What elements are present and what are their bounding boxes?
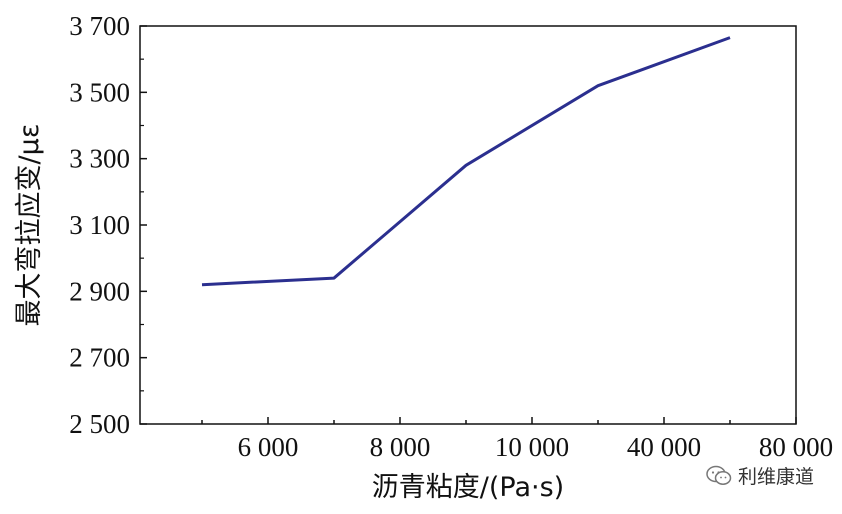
plot-frame — [139, 25, 797, 425]
x-tick-label: 80 000 — [759, 432, 833, 462]
y-tick-label: 3 100 — [69, 210, 130, 240]
y-tick-label: 3 700 — [69, 11, 130, 41]
y-tick-label: 3 300 — [69, 144, 130, 174]
y-tick-label: 2 500 — [69, 409, 130, 439]
y-axis: 2 500 2 700 2 900 3 100 3 300 3 500 3 700 — [69, 11, 147, 439]
x-tick-label: 6 000 — [238, 432, 299, 462]
wechat-icon — [706, 465, 732, 485]
y-tick-label: 2 700 — [69, 343, 130, 373]
watermark-text: 利维康道 — [738, 466, 815, 488]
x-axis-label: 沥青粘度/(Pa·s) — [372, 472, 564, 503]
x-tick-label: 10 000 — [495, 432, 569, 462]
watermark: 利维康道 — [706, 462, 814, 489]
x-axis: 6 000 8 000 10 000 40 000 80 000 — [201, 417, 833, 462]
y-axis-label: 最大弯拉应变/με — [14, 124, 45, 327]
x-tick-label: 8 000 — [370, 432, 431, 462]
y-tick-label: 3 500 — [69, 77, 130, 107]
x-tick-label: 40 000 — [627, 432, 701, 462]
series-group — [201, 36, 731, 287]
series-line — [201, 36, 731, 287]
y-tick-label: 2 900 — [69, 276, 130, 306]
